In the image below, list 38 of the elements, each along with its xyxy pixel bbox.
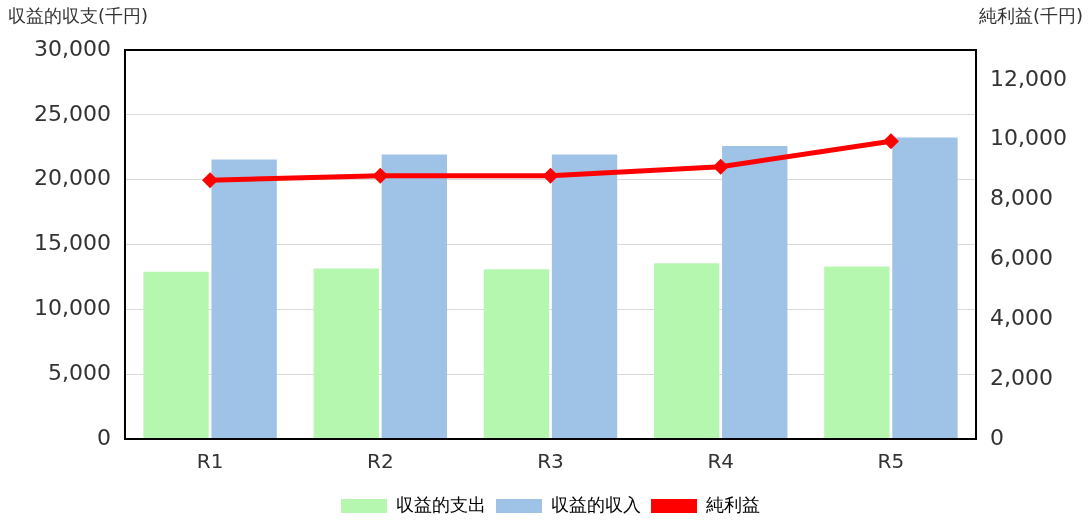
bar (381, 154, 448, 439)
y2-tick-label: 10,000 (990, 125, 1068, 151)
y2-tick-label: 4,000 (990, 305, 1054, 331)
bar (143, 271, 209, 439)
bar (483, 269, 550, 439)
y2-tick-label: 8,000 (990, 185, 1054, 211)
x-tick-label: R2 (366, 449, 394, 474)
legend-label: 純利益 (706, 493, 760, 515)
bar (824, 266, 890, 439)
y-tick-label: 5,000 (47, 359, 111, 385)
y-axis-title: 収益的収支(千円) (8, 4, 149, 26)
point (712, 158, 729, 175)
bar (722, 145, 788, 439)
point (372, 167, 389, 184)
y-tick-label: 0 (96, 424, 111, 450)
y-tick-label: 20,000 (33, 165, 111, 191)
y-tick-label: 15,000 (33, 230, 111, 256)
y2-tick-label: 0 (990, 424, 1005, 450)
y-tick-label: 25,000 (33, 100, 111, 126)
bar (313, 268, 379, 439)
bar (211, 159, 277, 439)
legend-label: 収益的収入 (551, 493, 641, 515)
y-tick-label: 10,000 (33, 295, 111, 321)
y-tick-label: 30,000 (33, 35, 111, 61)
x-tick-label: R4 (707, 449, 735, 474)
y2-tick-label: 12,000 (990, 65, 1068, 91)
y2-tick-label: 2,000 (990, 364, 1054, 390)
y2-axis-title: 純利益(千円) (978, 4, 1083, 26)
bar (551, 154, 618, 439)
x-tick-label: R1 (196, 449, 224, 474)
legend-label: 収益的支出 (396, 493, 486, 515)
y2-tick-label: 6,000 (990, 245, 1054, 271)
x-tick-label: R3 (537, 449, 564, 474)
x-tick-label: R5 (877, 449, 905, 474)
bar (892, 137, 958, 439)
point (882, 133, 899, 150)
point (542, 167, 559, 184)
bar (653, 263, 720, 439)
